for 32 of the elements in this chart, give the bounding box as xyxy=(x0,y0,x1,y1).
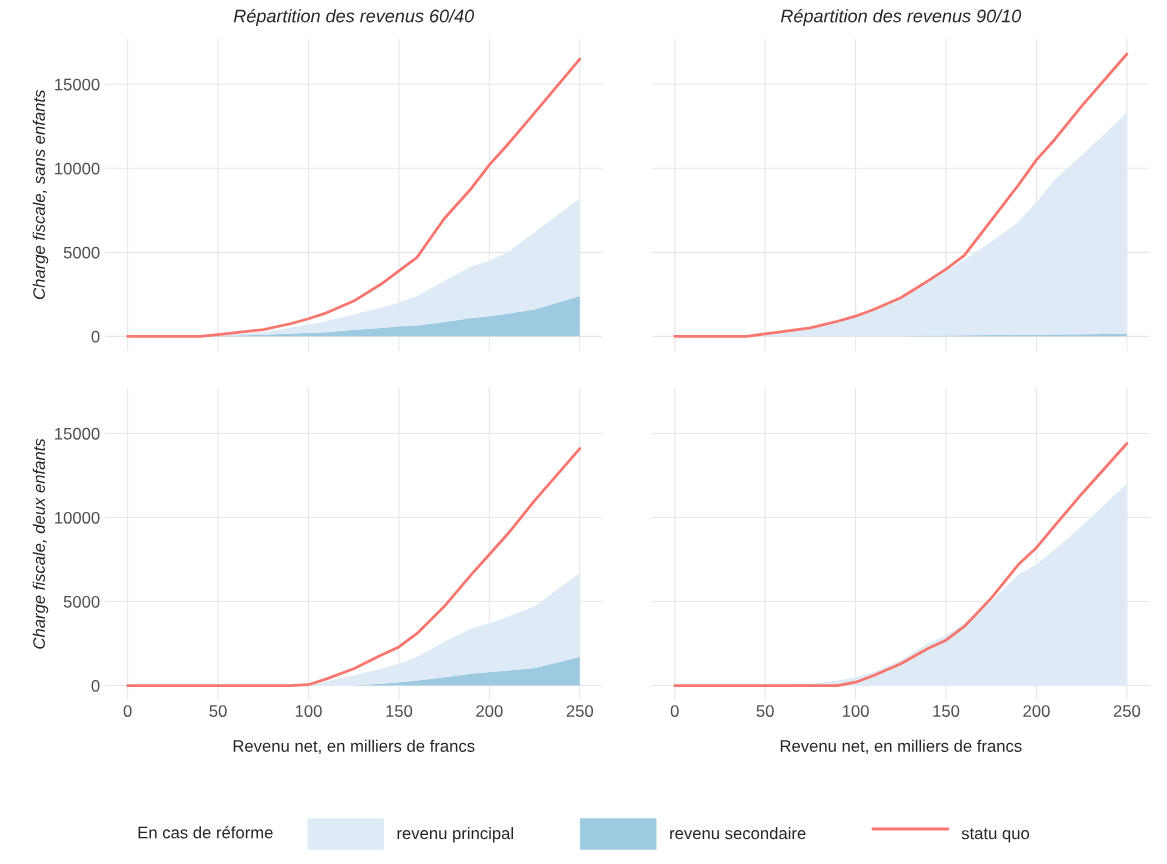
y-tick-label: 5000 xyxy=(63,595,100,608)
y-tick-label: 10000 xyxy=(55,162,100,175)
x-tick-label: 50 xyxy=(209,705,227,717)
y-axis-title: Charge fiscale, sans enfants xyxy=(32,89,49,299)
legend-title: En cas de réforme xyxy=(138,825,273,839)
y-tick-label: 10000 xyxy=(55,511,100,524)
legend-label: statu quo xyxy=(961,828,1030,843)
y-tick-label: 0 xyxy=(91,679,100,692)
x-tick-label: 50 xyxy=(756,705,774,717)
x-tick-label: 150 xyxy=(933,705,960,717)
chart-title: Répartition des revenus 60/40 xyxy=(233,8,475,26)
chart-title: Répartition des revenus 90/10 xyxy=(780,8,1022,26)
y-tick-label: 0 xyxy=(91,330,100,343)
y-axis-title: Charge fiscale, deux enfants xyxy=(32,438,49,649)
y-tick-label: 15000 xyxy=(55,78,100,91)
legend-label: revenu secondaire xyxy=(670,827,806,840)
line-series xyxy=(126,447,582,687)
x-tick-label: 250 xyxy=(1113,705,1141,717)
x-tick-label: 100 xyxy=(295,705,322,717)
x-tick-label: 0 xyxy=(123,705,132,717)
y-tick-label: 15000 xyxy=(55,427,100,440)
x-axis-title: Revenu net, en milliers de francs xyxy=(233,739,475,754)
x-tick-label: 250 xyxy=(566,705,594,717)
x-tick-label: 200 xyxy=(1023,705,1050,717)
line-series xyxy=(126,57,582,338)
x-tick-label: 0 xyxy=(670,705,679,717)
x-axis-title: Revenu net, en milliers de francs xyxy=(780,739,1022,754)
x-tick-label: 150 xyxy=(386,705,413,717)
y-tick-label: 5000 xyxy=(63,246,100,259)
legend-label: revenu principal xyxy=(397,827,513,843)
x-tick-label: 100 xyxy=(842,705,869,717)
x-tick-label: 200 xyxy=(476,705,503,717)
